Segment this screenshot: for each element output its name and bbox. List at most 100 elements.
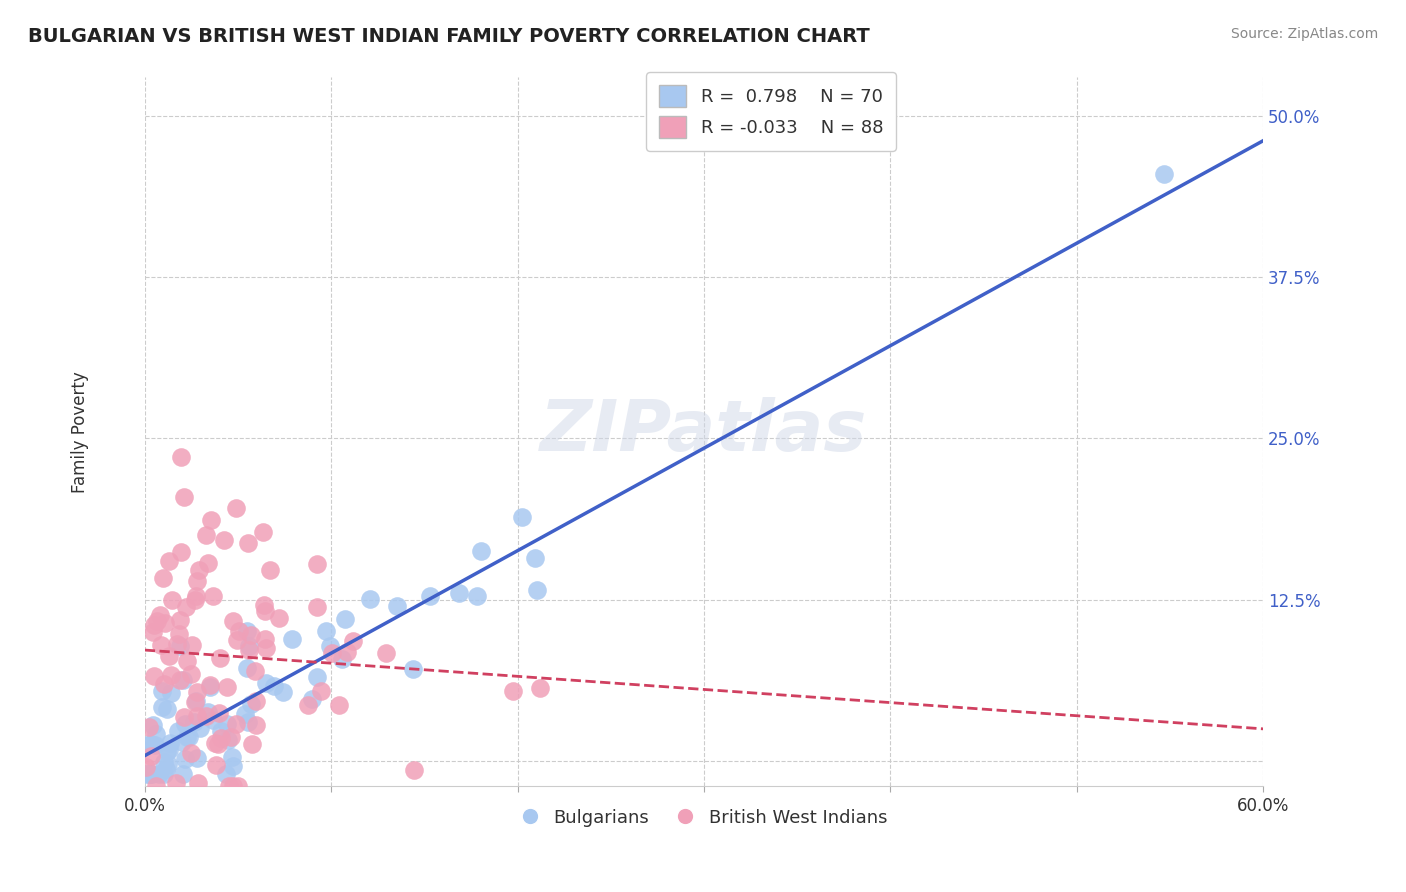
Point [142, 617, 165, 632]
Point [145, 727, 167, 741]
Point [143, 738, 166, 752]
Point [222, 759, 245, 773]
Point [176, 731, 198, 745]
Point [228, 624, 250, 638]
Point [187, 563, 209, 577]
Point [184, 593, 207, 607]
Point [155, 762, 177, 776]
Point [245, 694, 267, 708]
Point [136, 766, 159, 780]
Point [240, 628, 263, 642]
Point [219, 730, 242, 744]
Point [238, 643, 260, 657]
Point [233, 706, 256, 721]
Point [142, 718, 165, 732]
Point [194, 708, 217, 723]
Point [238, 639, 260, 653]
Point [256, 640, 278, 655]
Point [470, 543, 492, 558]
Point [209, 731, 232, 746]
Point [186, 685, 208, 699]
Point [222, 780, 245, 794]
Point [146, 614, 169, 628]
Point [217, 732, 239, 747]
Point [222, 614, 245, 628]
Point [143, 669, 166, 683]
Point [305, 670, 328, 684]
Point [184, 694, 207, 708]
Point [160, 686, 183, 700]
Point [202, 590, 225, 604]
Point [188, 721, 211, 735]
Point [186, 708, 208, 723]
Point [180, 746, 202, 760]
Point [181, 638, 204, 652]
Point [139, 766, 162, 780]
Point [402, 662, 425, 676]
Point [141, 766, 163, 780]
Point [305, 600, 328, 615]
Point [252, 524, 274, 539]
Point [245, 718, 267, 732]
Point [135, 760, 157, 774]
Point [150, 684, 173, 698]
Point [184, 694, 207, 708]
Point [159, 736, 181, 750]
Point [207, 738, 229, 752]
Point [157, 743, 180, 757]
Point [419, 589, 441, 603]
Point [138, 720, 160, 734]
Point [197, 556, 219, 570]
Point [402, 764, 425, 778]
Legend: Bulgarians, British West Indians: Bulgarians, British West Indians [513, 802, 894, 834]
Point [321, 646, 343, 660]
Point [149, 638, 172, 652]
Point [152, 755, 174, 769]
Point [309, 684, 332, 698]
Point [333, 612, 356, 626]
Point [259, 563, 281, 577]
Point [200, 512, 222, 526]
Point [172, 673, 194, 687]
Point [166, 638, 188, 652]
Point [209, 651, 232, 665]
Point [467, 589, 489, 603]
Point [156, 757, 179, 772]
Point [149, 608, 172, 623]
Point [184, 590, 207, 604]
Point [263, 679, 285, 693]
Point [221, 750, 243, 764]
Point [201, 713, 224, 727]
Point [152, 571, 174, 585]
Point [139, 737, 162, 751]
Point [204, 757, 226, 772]
Point [239, 697, 262, 711]
Point [502, 684, 524, 698]
Point [385, 599, 408, 613]
Point [212, 533, 235, 547]
Point [198, 681, 221, 695]
Point [215, 717, 238, 731]
Point [269, 611, 291, 625]
Point [186, 751, 208, 765]
Text: BULGARIAN VS BRITISH WEST INDIAN FAMILY POVERTY CORRELATION CHART: BULGARIAN VS BRITISH WEST INDIAN FAMILY … [28, 27, 870, 45]
Point [148, 766, 170, 780]
Point [160, 593, 183, 607]
Point [169, 545, 191, 559]
Point [177, 731, 200, 745]
Point [447, 586, 470, 600]
Point [157, 554, 180, 568]
Point [165, 775, 187, 789]
Point [1153, 167, 1175, 181]
Point [170, 734, 193, 748]
Point [183, 714, 205, 729]
Point [243, 665, 266, 679]
Point [141, 737, 163, 751]
Point [172, 766, 194, 780]
Point [281, 632, 304, 647]
Point [173, 490, 195, 504]
Point [169, 639, 191, 653]
Point [524, 550, 547, 565]
Point [139, 748, 162, 763]
Point [167, 626, 190, 640]
